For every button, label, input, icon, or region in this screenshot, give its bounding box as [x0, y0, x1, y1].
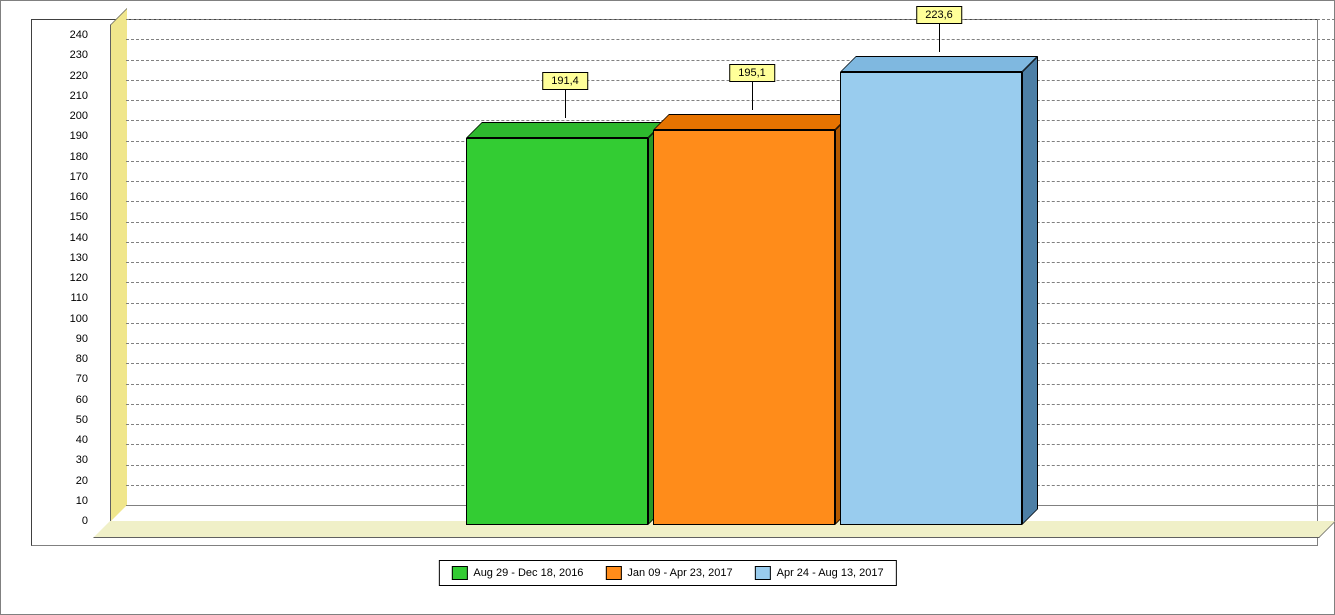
bar-side: [1022, 56, 1038, 525]
bar: [653, 29, 835, 525]
legend-item: Aug 29 - Dec 18, 2016: [451, 566, 583, 580]
legend-swatch: [605, 566, 621, 580]
axis-left-wall: [110, 8, 127, 522]
y-tick-label: 200: [60, 110, 88, 122]
y-tick-label: 240: [60, 29, 88, 41]
legend-label: Apr 24 - Aug 13, 2017: [777, 567, 884, 579]
y-tick-label: 20: [60, 475, 88, 487]
legend-item: Jan 09 - Apr 23, 2017: [605, 566, 732, 580]
legend-label: Aug 29 - Dec 18, 2016: [473, 567, 583, 579]
y-tick-label: 60: [60, 394, 88, 406]
bar-front: [653, 130, 835, 525]
y-tick-label: 130: [60, 252, 88, 264]
y-tick-label: 120: [60, 272, 88, 284]
chart-outer-frame: 0 10 20 30 40 50 60 70 80 90 100 110 120 130 140 150 160…: [0, 0, 1335, 615]
y-tick-label: 190: [60, 130, 88, 142]
legend: Aug 29 - Dec 18, 2016 Jan 09 - Apr 23, 20…: [438, 560, 896, 586]
plot-area: 0102030405060708090100110120130140150160…: [110, 25, 1335, 525]
bar-front: [840, 72, 1022, 525]
legend-swatch: [451, 566, 467, 580]
bar-top: [653, 114, 851, 130]
y-tick-label: 0: [60, 515, 88, 527]
bar-top: [466, 122, 664, 138]
y-tick-label: 10: [60, 495, 88, 507]
value-callout: 223,6: [916, 6, 962, 24]
bar: [466, 29, 648, 525]
y-tick-label: 180: [60, 151, 88, 163]
y-tick-label: 230: [60, 49, 88, 61]
y-tick-label: 110: [60, 292, 88, 304]
y-tick-label: 220: [60, 70, 88, 82]
y-tick-label: 80: [60, 353, 88, 365]
y-tick-label: 150: [60, 211, 88, 223]
y-tick-label: 170: [60, 171, 88, 183]
y-tick-label: 210: [60, 90, 88, 102]
y-tick-label: 50: [60, 414, 88, 426]
bar-front: [466, 138, 648, 525]
y-tick-label: 90: [60, 333, 88, 345]
y-tick-label: 160: [60, 191, 88, 203]
gridline: [126, 19, 1335, 20]
y-tick-label: 40: [60, 434, 88, 446]
y-tick-label: 70: [60, 373, 88, 385]
y-tick-label: 140: [60, 232, 88, 244]
y-tick-label: 100: [60, 313, 88, 325]
y-tick-label: 30: [60, 454, 88, 466]
bar-top: [840, 56, 1038, 72]
chart-panel: 0 10 20 30 40 50 60 70 80 90 100 110 120 130 140 150 160…: [31, 19, 1318, 546]
legend-swatch: [755, 566, 771, 580]
legend-item: Apr 24 - Aug 13, 2017: [755, 566, 884, 580]
legend-label: Jan 09 - Apr 23, 2017: [627, 567, 732, 579]
bar: [840, 29, 1022, 525]
